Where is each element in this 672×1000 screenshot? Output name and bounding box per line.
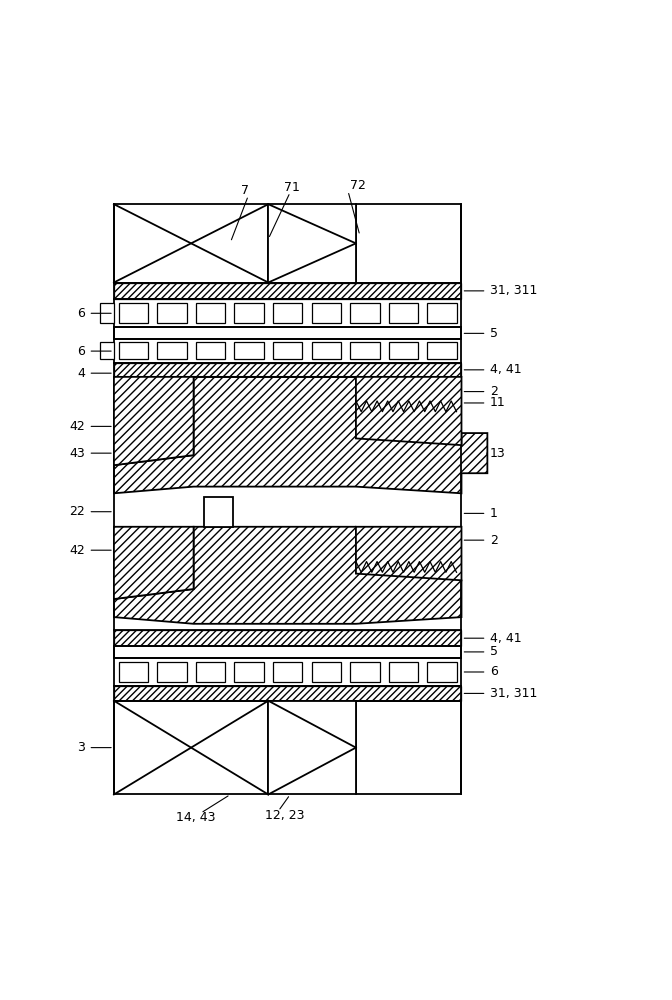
- Bar: [235, 662, 263, 682]
- Bar: [157, 662, 187, 682]
- Bar: [268, 204, 356, 283]
- Bar: [100, 303, 114, 323]
- Bar: [356, 701, 462, 794]
- Bar: [196, 303, 225, 323]
- Text: 42: 42: [69, 420, 85, 433]
- Polygon shape: [114, 527, 194, 599]
- Polygon shape: [114, 377, 487, 493]
- Bar: [389, 662, 418, 682]
- Text: 22: 22: [69, 505, 85, 518]
- Bar: [273, 303, 302, 323]
- Text: 71: 71: [284, 181, 300, 194]
- Bar: [350, 662, 380, 682]
- Text: 2: 2: [490, 534, 498, 547]
- Bar: [118, 342, 148, 359]
- Bar: [356, 204, 462, 283]
- Bar: [114, 686, 462, 701]
- Bar: [114, 327, 462, 339]
- Bar: [157, 303, 187, 323]
- Text: 13: 13: [490, 447, 505, 460]
- Text: 43: 43: [69, 447, 85, 460]
- Text: 3: 3: [77, 741, 85, 754]
- Bar: [312, 303, 341, 323]
- Bar: [157, 342, 187, 359]
- Polygon shape: [114, 377, 194, 465]
- Text: 72: 72: [350, 179, 366, 192]
- Text: 12, 23: 12, 23: [265, 809, 305, 822]
- Bar: [312, 342, 341, 359]
- Text: 6: 6: [77, 307, 85, 320]
- Bar: [114, 701, 268, 794]
- Text: 2: 2: [490, 385, 498, 398]
- Bar: [268, 701, 356, 794]
- Bar: [389, 303, 418, 323]
- Bar: [350, 303, 380, 323]
- Bar: [350, 342, 380, 359]
- Bar: [114, 646, 462, 658]
- Bar: [427, 662, 457, 682]
- Text: 5: 5: [490, 645, 498, 658]
- Bar: [114, 630, 462, 646]
- Text: 7: 7: [241, 184, 249, 197]
- Bar: [312, 662, 341, 682]
- Text: 11: 11: [490, 396, 505, 409]
- Bar: [273, 342, 302, 359]
- Text: 4, 41: 4, 41: [490, 363, 521, 376]
- Text: 31, 311: 31, 311: [490, 284, 538, 297]
- Text: 1: 1: [490, 507, 498, 520]
- Bar: [118, 662, 148, 682]
- Polygon shape: [356, 377, 462, 445]
- Bar: [114, 283, 462, 299]
- Bar: [196, 662, 225, 682]
- Bar: [204, 497, 233, 527]
- Bar: [235, 342, 263, 359]
- Bar: [114, 363, 462, 377]
- Text: 6: 6: [77, 345, 85, 358]
- Text: 14, 43: 14, 43: [176, 811, 215, 824]
- Text: 31, 311: 31, 311: [490, 687, 538, 700]
- Polygon shape: [114, 527, 462, 624]
- Bar: [118, 303, 148, 323]
- Bar: [196, 342, 225, 359]
- Bar: [273, 662, 302, 682]
- Bar: [389, 342, 418, 359]
- Text: 6: 6: [490, 665, 498, 678]
- Bar: [114, 204, 268, 283]
- Bar: [427, 342, 457, 359]
- Text: 42: 42: [69, 544, 85, 557]
- Bar: [100, 342, 114, 359]
- Text: 4: 4: [77, 367, 85, 380]
- Bar: [427, 303, 457, 323]
- Polygon shape: [356, 527, 462, 580]
- Text: 5: 5: [490, 327, 498, 340]
- Bar: [235, 303, 263, 323]
- Text: 4, 41: 4, 41: [490, 632, 521, 645]
